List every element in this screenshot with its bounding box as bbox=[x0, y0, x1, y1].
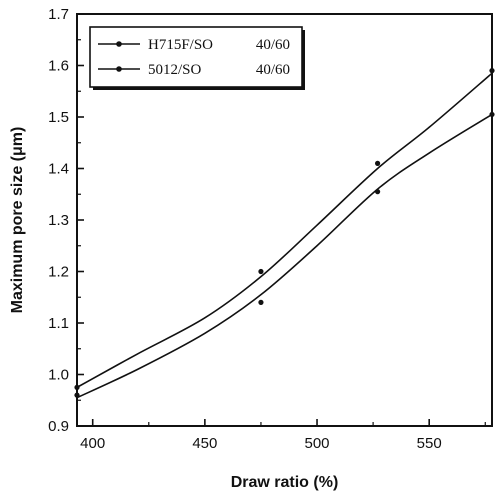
y-tick-label: 1.0 bbox=[48, 367, 69, 384]
y-tick-label: 1.1 bbox=[48, 315, 69, 332]
series-line-2 bbox=[76, 113, 493, 399]
data-point bbox=[489, 111, 495, 118]
legend-entry-ratio: 40/60 bbox=[256, 37, 290, 53]
legend-marker bbox=[116, 41, 122, 47]
y-tick-label: 1.5 bbox=[48, 109, 69, 126]
x-tick-label: 500 bbox=[305, 435, 330, 452]
series-line-1 bbox=[76, 72, 493, 389]
y-tick-label: 1.4 bbox=[48, 161, 69, 178]
y-tick-label: 1.3 bbox=[48, 212, 69, 229]
axes: 400 450 500 550 0.9 1.0 1.1 1.2 1.3 1.4 1.5 1.6 1.7 bbox=[48, 6, 486, 452]
legend-box bbox=[89, 26, 303, 88]
legend: H715F/SO 40/60 5012/SO 40/60 bbox=[89, 26, 305, 90]
legend-entry-ratio: 40/60 bbox=[256, 62, 290, 78]
legend-marker bbox=[116, 66, 122, 72]
series-layer bbox=[74, 68, 495, 399]
x-tick-label: 550 bbox=[417, 435, 442, 452]
y-tick-label: 0.9 bbox=[48, 418, 69, 435]
y-tick-label: 1.6 bbox=[48, 58, 69, 75]
legend-entry-name: H715F/SO bbox=[148, 37, 213, 53]
y-tick-label: 1.2 bbox=[48, 264, 69, 281]
y-axis-label: Maximum pore size (μm) bbox=[9, 127, 26, 314]
data-point bbox=[374, 160, 381, 166]
data-point bbox=[374, 189, 381, 195]
x-tick-label: 450 bbox=[192, 435, 217, 452]
y-tick-label: 1.7 bbox=[48, 6, 69, 23]
legend-entry-name: 5012/SO bbox=[148, 62, 202, 78]
data-point bbox=[258, 299, 264, 305]
x-axis-label: Draw ratio (%) bbox=[231, 474, 339, 491]
data-point bbox=[258, 268, 264, 275]
data-point bbox=[74, 384, 80, 390]
data-point bbox=[489, 68, 495, 74]
x-tick-label: 400 bbox=[80, 435, 105, 452]
data-point bbox=[74, 392, 80, 398]
